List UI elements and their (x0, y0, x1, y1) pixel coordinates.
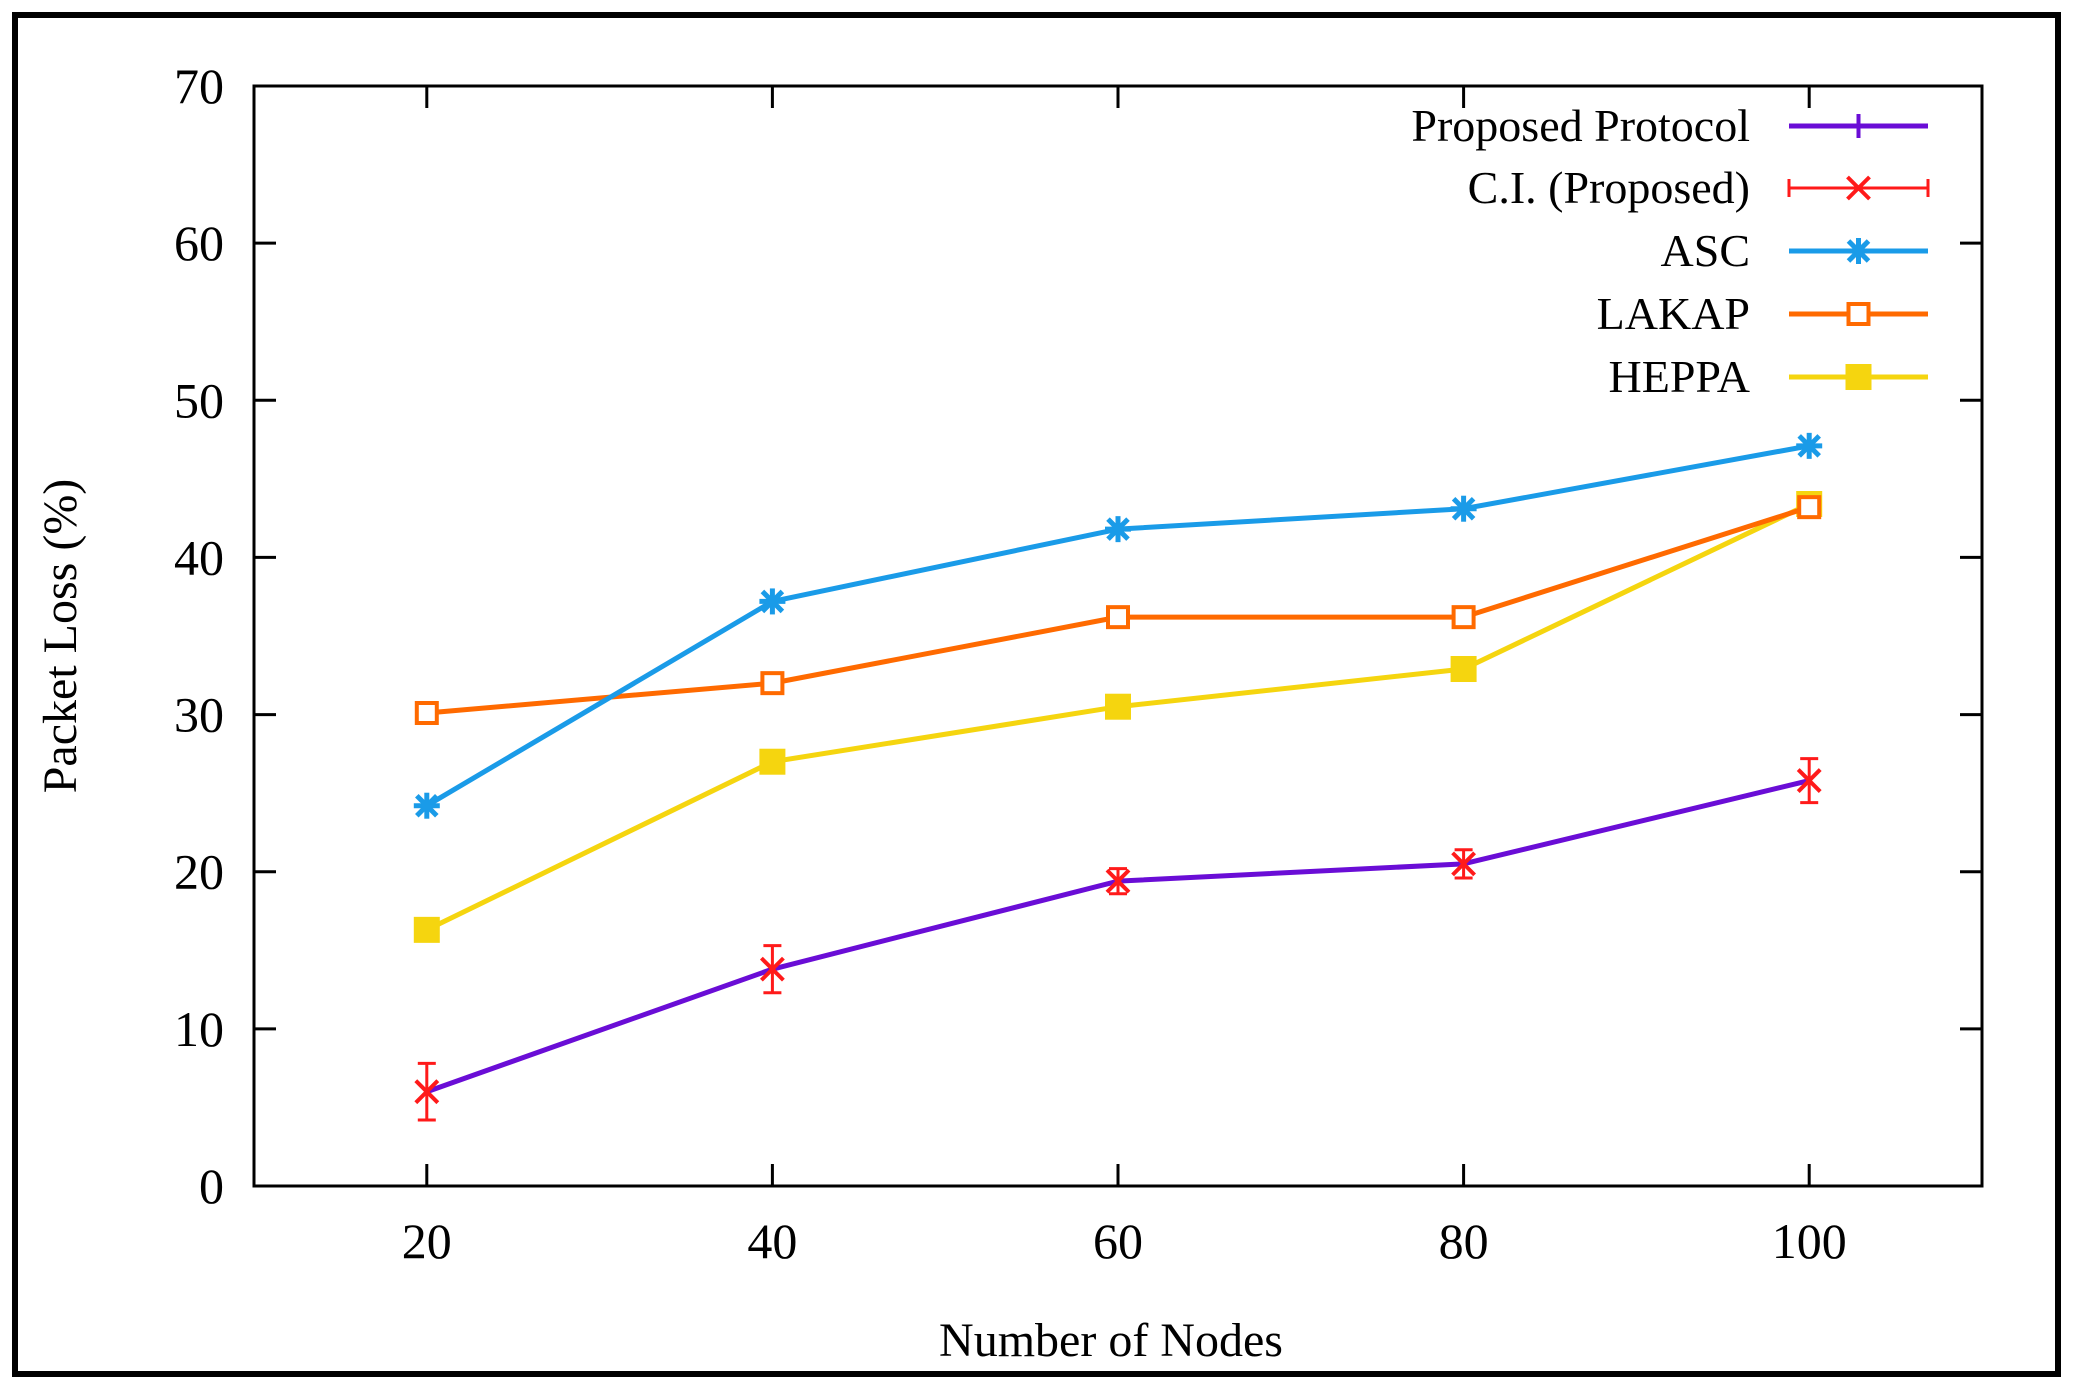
x-marker (1846, 175, 1871, 201)
filled-square-marker (1450, 656, 1477, 682)
star-marker (1797, 434, 1821, 458)
y-axis-title: Packet Loss (%) (34, 479, 87, 794)
data-point (759, 588, 786, 615)
x-marker (414, 1079, 440, 1105)
legend-label: HEPPA (1609, 351, 1750, 402)
legend: Proposed Protocol C.I. (Proposed) ASC LAKAP… (1411, 100, 1930, 402)
data-point (1451, 605, 1476, 630)
filled-square-marker (759, 748, 786, 775)
y-tick-label: 20 (174, 844, 224, 900)
data-point (1105, 516, 1131, 543)
y-tick-label: 10 (174, 1001, 224, 1057)
legend-label: C.I. (Proposed) (1468, 162, 1750, 213)
packet-loss-chart: 0 10 20 30 40 50 60 70 20 40 60 80 100 Number of No… (34, 58, 1984, 1367)
data-point (760, 671, 785, 696)
legend-label: LAKAP (1597, 288, 1750, 339)
x-marker (759, 956, 785, 982)
legend-entry: HEPPA (1609, 351, 1928, 402)
data-point (414, 701, 439, 725)
x-tick-label: 80 (1439, 1213, 1489, 1269)
x-tick-label: 60 (1093, 1213, 1143, 1269)
data-point (1105, 693, 1131, 720)
star-marker (1451, 496, 1476, 521)
series-asc (413, 432, 1823, 819)
x-tick-label: 40 (747, 1213, 797, 1269)
data-point (1797, 495, 1822, 520)
data-point (1105, 867, 1131, 896)
x-tick-label: 20 (402, 1213, 452, 1269)
y-axis: 0 10 20 30 40 50 60 70 (174, 58, 1982, 1214)
x-marker (1796, 768, 1822, 793)
y-tick-label: 30 (174, 687, 224, 743)
y-tick-label: 60 (174, 215, 224, 271)
x-axis-title: Number of Nodes (939, 1314, 1283, 1367)
open-square-marker (1797, 495, 1822, 520)
data-point (1450, 495, 1477, 522)
data-point (1106, 605, 1130, 630)
x-marker (1105, 868, 1131, 894)
series-layer (413, 432, 1823, 1122)
legend-entry: LAKAP (1597, 288, 1928, 339)
star-marker (760, 589, 785, 614)
legend-entry: ASC (1661, 225, 1928, 276)
legend-entry: Proposed Protocol (1411, 100, 1928, 151)
filled-square-marker (1845, 364, 1872, 390)
filled-square-marker (1105, 693, 1131, 720)
open-square-marker (1106, 605, 1130, 630)
open-square-marker (1451, 605, 1476, 630)
x-marker (1451, 851, 1477, 877)
star-marker (415, 793, 439, 818)
open-square-marker (760, 671, 785, 696)
data-point (413, 792, 440, 819)
legend-label: Proposed Protocol (1411, 100, 1750, 151)
data-point (1450, 656, 1477, 682)
filled-square-marker (413, 916, 440, 943)
y-tick-label: 40 (174, 529, 224, 585)
star-marker (1846, 239, 1871, 263)
y-tick-label: 50 (174, 372, 224, 428)
data-point (414, 1061, 440, 1122)
y-tick-label: 0 (199, 1158, 224, 1214)
data-point (759, 748, 786, 775)
x-axis: 20 40 60 80 100 (402, 86, 1847, 1269)
data-point (413, 916, 440, 943)
star-marker (1106, 517, 1130, 541)
y-tick-label: 70 (174, 58, 224, 114)
data-point (1451, 848, 1477, 880)
chart-frame: 0 10 20 30 40 50 60 70 20 40 60 80 100 Number of No… (12, 12, 2061, 1377)
open-square-marker (1846, 302, 1871, 326)
legend-label: ASC (1661, 225, 1750, 276)
data-point (759, 944, 785, 995)
open-square-marker (414, 701, 439, 725)
data-point (1796, 432, 1823, 459)
series-c-i-proposed (414, 757, 1822, 1122)
x-tick-label: 100 (1772, 1213, 1847, 1269)
series-lakap (414, 495, 1822, 725)
legend-entry: C.I. (Proposed) (1468, 162, 1930, 213)
data-point (1796, 757, 1822, 805)
